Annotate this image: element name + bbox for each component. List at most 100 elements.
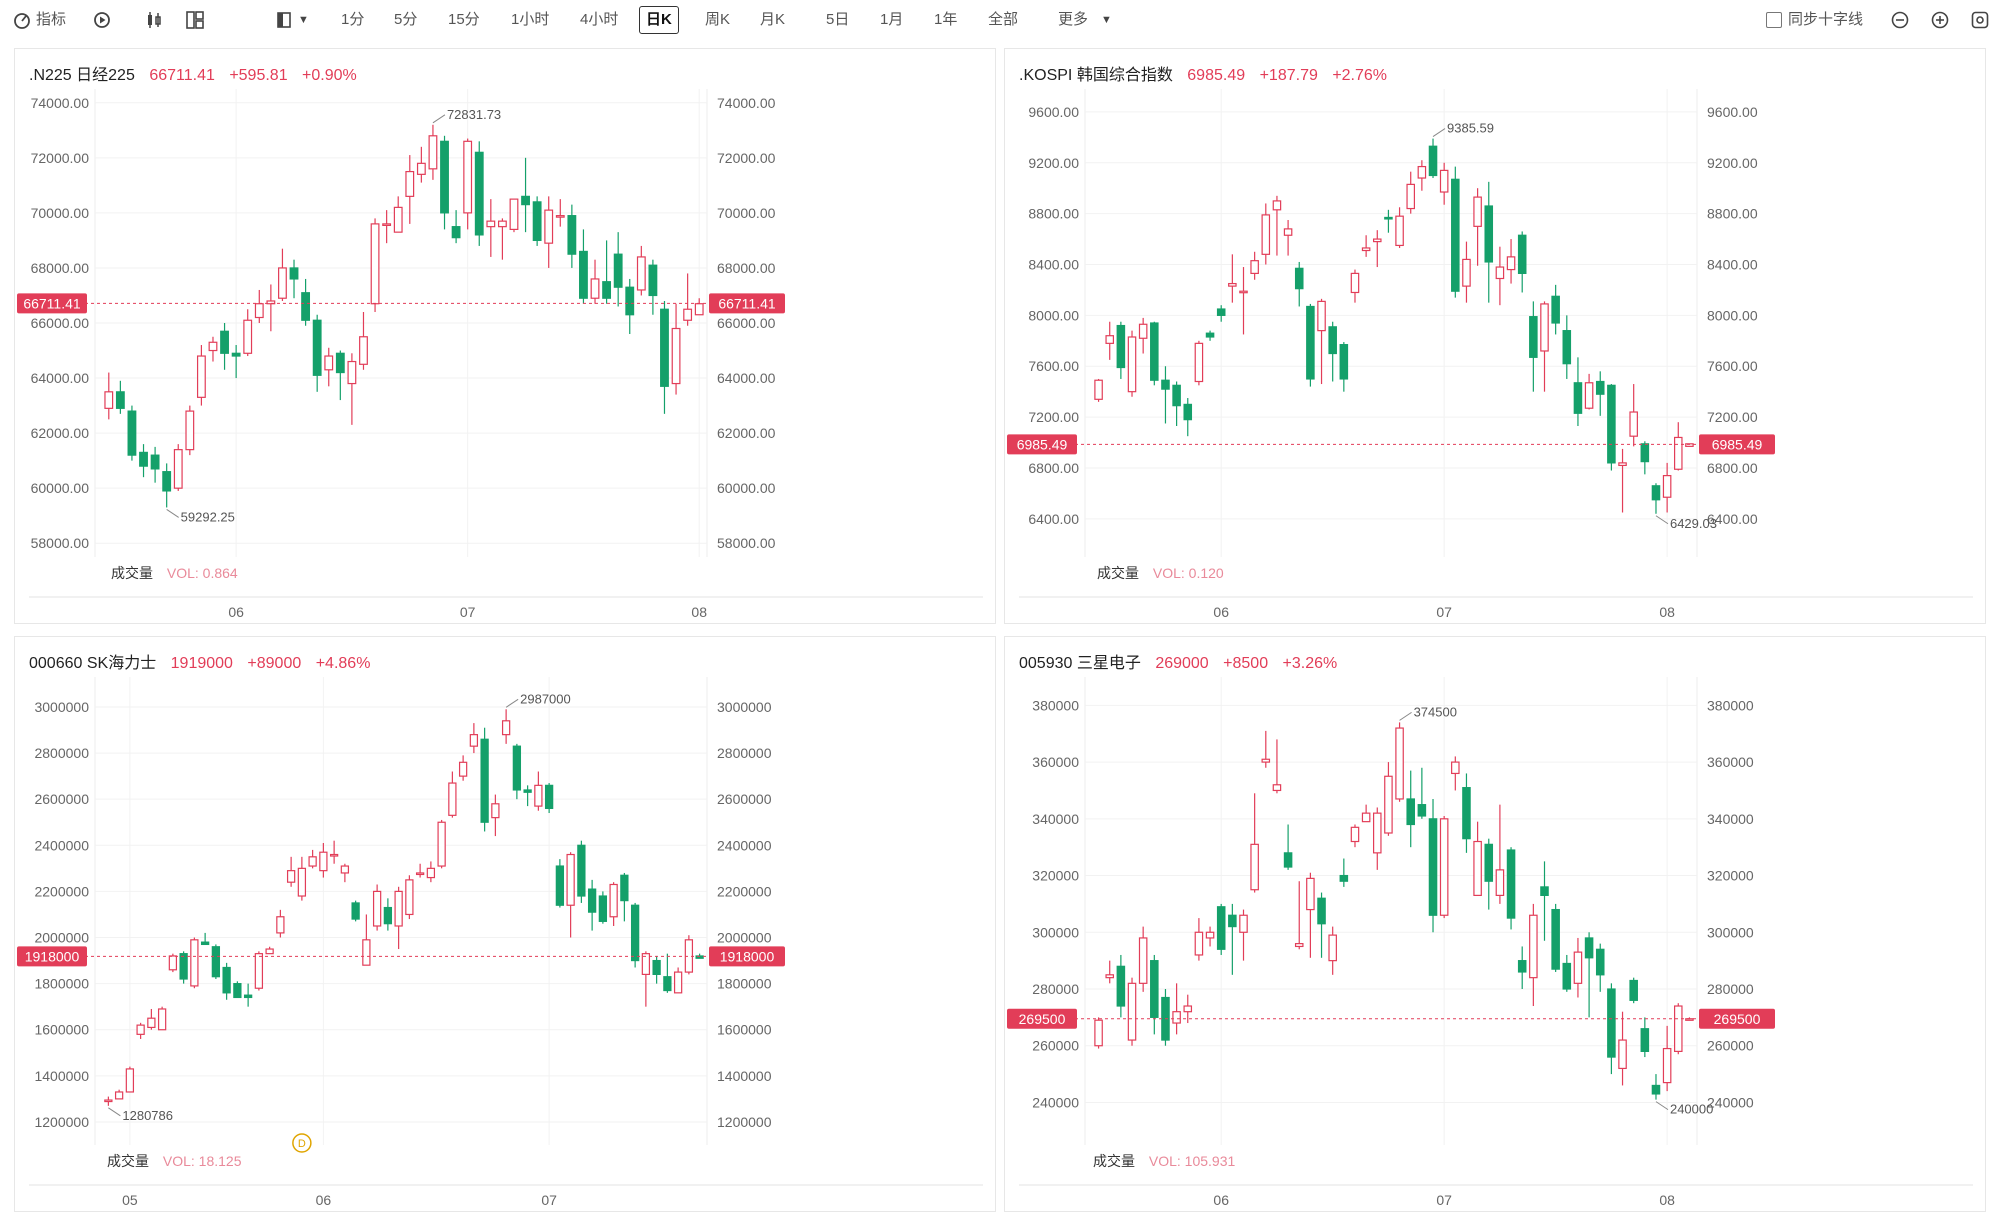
candlestick-type-icon[interactable] <box>144 10 164 30</box>
y-tick-label-right: 2200000 <box>717 883 772 899</box>
y-tick-label-left: 2200000 <box>34 883 89 899</box>
candle-body <box>1116 965 1126 1007</box>
candle-body <box>168 955 178 971</box>
interval-1min[interactable]: 1分 <box>341 11 365 28</box>
candle-body <box>544 784 554 810</box>
y-tick-label-left: 8000.00 <box>1028 307 1079 323</box>
price-change-pct: +0.90% <box>302 67 357 84</box>
candle-body <box>501 720 511 736</box>
interval-5min[interactable]: 5分 <box>394 11 418 28</box>
price-tag-left <box>1007 1008 1077 1029</box>
interval-1month[interactable]: 1月 <box>880 11 904 28</box>
candle-body <box>1651 1084 1661 1095</box>
candle-body <box>301 292 311 321</box>
candle-body <box>1272 784 1282 792</box>
candle-body <box>393 206 403 233</box>
candle-body <box>1495 869 1505 896</box>
candle-body <box>1194 931 1204 956</box>
price-tag-right-text: 6985.49 <box>1712 436 1763 452</box>
interval-4hour[interactable]: 4小时 <box>580 11 619 28</box>
interval-1hour[interactable]: 1小时 <box>511 11 550 28</box>
candle-body <box>415 872 425 876</box>
interval-15min[interactable]: 15分 <box>448 11 480 28</box>
interval-daily[interactable]: 日K <box>639 6 679 34</box>
candle-body <box>1294 267 1304 290</box>
interval-all[interactable]: 全部 <box>988 11 1019 28</box>
zoom-out-icon[interactable] <box>1890 10 1910 30</box>
candle-body <box>329 853 339 857</box>
candle-body <box>1105 335 1115 344</box>
candle-body <box>1517 960 1527 973</box>
more-button[interactable]: 更多 <box>1058 11 1089 28</box>
candle-body <box>1317 300 1326 332</box>
candle-body <box>1395 215 1404 247</box>
interval-monthly[interactable]: 月K <box>760 11 786 28</box>
candle-body <box>416 162 426 175</box>
candlestick-chart[interactable]: 380000 380000 360000 360000 340000 340000 3200… <box>1005 637 1985 1211</box>
candlestick-chart[interactable]: 3000000 3000000 2800000 2800000 2600000 26000… <box>15 637 995 1211</box>
candle-body <box>1439 818 1449 916</box>
x-tick-label: 06 <box>316 1192 332 1208</box>
replay-icon[interactable] <box>92 10 112 30</box>
y-tick-label-right: 68000.00 <box>717 260 776 276</box>
price-tag-right <box>1699 1008 1775 1029</box>
candle-body <box>1183 1005 1193 1013</box>
candle-body <box>243 319 253 354</box>
candle-body <box>428 135 438 170</box>
candle-body <box>162 471 172 492</box>
zoom-in-icon[interactable] <box>1930 10 1950 30</box>
candle-body <box>523 789 532 793</box>
candle-body <box>663 976 672 992</box>
layout-icon[interactable] <box>185 10 205 30</box>
chevron-down-icon[interactable]: ▼ <box>298 14 309 26</box>
y-tick-label-left: 7200.00 <box>1028 409 1079 425</box>
candle-body <box>1150 322 1159 381</box>
candle-body <box>233 983 242 999</box>
max-price-label: 72831.73 <box>447 107 501 122</box>
candle-body <box>1138 323 1148 339</box>
y-tick-label-left: 2600000 <box>34 791 89 807</box>
min-price-label: 240000 <box>1670 1102 1713 1117</box>
indicator-icon[interactable] <box>12 10 32 30</box>
panel-header: 005930 三星电子 269000 +8500 +3.26% <box>1019 649 1337 673</box>
y-tick-label-left: 6400.00 <box>1028 511 1079 527</box>
candle-body <box>1640 1028 1650 1052</box>
candle-body <box>579 250 588 299</box>
candle-body <box>1473 840 1482 897</box>
indicator-button[interactable]: 指标 <box>36 11 67 28</box>
candle-body <box>1250 260 1259 275</box>
candle-body <box>1618 1039 1627 1070</box>
candlestick-chart[interactable]: 74000.00 74000.00 72000.00 72000.00 70000.00… <box>15 49 995 623</box>
candle-body <box>636 256 646 291</box>
y-tick-label-right: 62000.00 <box>717 425 776 441</box>
volume-value: VOL: 0.120 <box>1152 565 1224 581</box>
interval-weekly[interactable]: 周K <box>705 11 731 28</box>
candle-body <box>1551 295 1560 324</box>
candle-body <box>335 352 345 374</box>
candle-body <box>1595 380 1605 395</box>
price-tag-right-text: 66711.41 <box>718 295 776 311</box>
candle-body <box>362 939 371 966</box>
candle-body <box>566 853 575 906</box>
x-tick-label: 07 <box>460 604 476 620</box>
candle-body <box>625 286 635 316</box>
candle-body <box>394 890 403 927</box>
more-chevron-icon[interactable]: ▼ <box>1101 14 1112 26</box>
sync-crosshair-checkbox[interactable] <box>1766 12 1782 28</box>
candlestick-chart[interactable]: 9600.00 9600.00 9200.00 9200.00 8800.00 8800.… <box>1005 49 1985 623</box>
sync-crosshair-label[interactable]: 同步十字线 <box>1788 11 1864 28</box>
interval-5day[interactable]: 5日 <box>826 11 850 28</box>
y-tick-label-right: 9600.00 <box>1707 104 1758 120</box>
candle-body <box>1339 344 1349 380</box>
candle-body <box>1562 330 1572 365</box>
candle-body <box>243 994 253 999</box>
settings-gear-icon[interactable] <box>1970 10 1990 30</box>
chart-panel-kospi: .KOSPI 韩国综合指数 6985.49 +187.79 +2.76% 960… <box>1004 48 1986 624</box>
panel-header: 000660 SK海力士 1919000 +89000 +4.86% <box>29 649 370 673</box>
chart-style-icon[interactable] <box>276 10 296 30</box>
interval-1year[interactable]: 1年 <box>934 11 958 28</box>
candle-body <box>1361 247 1371 252</box>
y-tick-label-right: 6400.00 <box>1707 511 1758 527</box>
y-tick-label-left: 1200000 <box>34 1114 89 1130</box>
candle-body <box>1317 897 1326 925</box>
